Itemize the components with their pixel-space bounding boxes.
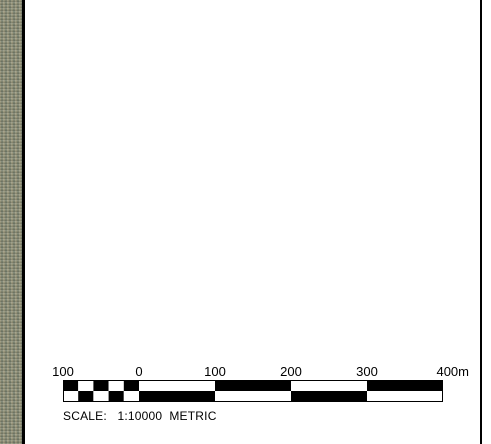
- scale-statement: SCALE: 1:10000 METRIC: [63, 409, 217, 423]
- scale-bar-subdivision-bottom: [93, 391, 109, 402]
- scale-bar-subdivision-top: [78, 380, 94, 391]
- map-frame-left-border: [22, 0, 25, 444]
- scale-bar-subdivision-top: [63, 380, 79, 391]
- scale-tick-label: 200: [280, 364, 302, 379]
- scale-bar-segment-top: [139, 380, 215, 391]
- scale-bar-segment-top: [291, 380, 367, 391]
- scale-bar-subdivision-bottom: [108, 391, 124, 402]
- map-frame-right-margin: [482, 0, 491, 444]
- scale-bar-outline: [63, 380, 443, 402]
- scale-bar-segment-bottom: [215, 391, 291, 402]
- scale-tick-label: 0: [135, 364, 142, 379]
- map-frame-right-border: [480, 0, 482, 444]
- scale-bar-segment-top: [215, 380, 291, 391]
- scale-bar-subdivision-bottom: [78, 391, 94, 402]
- scale-bar-segment-top: [367, 380, 443, 391]
- scale-bar-subdivision-top: [108, 380, 124, 391]
- scale-bar-segment-bottom: [291, 391, 367, 402]
- imagery-strip: [0, 0, 22, 444]
- scale-label: SCALE:: [63, 409, 107, 423]
- scale-bar-subdivision-bottom: [123, 391, 139, 402]
- scale-ratio: 1:10000: [117, 409, 163, 423]
- scale-tick-label: 100: [204, 364, 226, 379]
- scale-bar-subdivision-top: [123, 380, 139, 391]
- scale-tick-label: 400m: [436, 364, 469, 379]
- scale-bar-segment-bottom: [367, 391, 443, 402]
- scale-bar-segment-bottom: [139, 391, 215, 402]
- scale-bar-subdivision-top: [93, 380, 109, 391]
- scale-bar-subdivision-bottom: [63, 391, 79, 402]
- scale-system: METRIC: [169, 409, 217, 423]
- scale-tick-label: 300: [356, 364, 378, 379]
- scale-tick-label: 100: [52, 364, 74, 379]
